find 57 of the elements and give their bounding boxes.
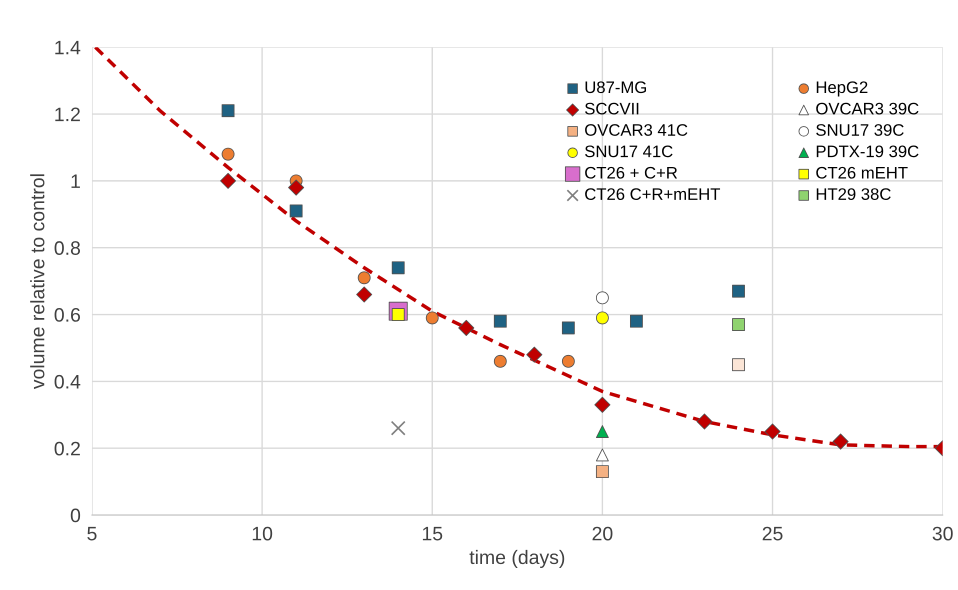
point xyxy=(764,423,781,440)
x-axis-title: time (days) xyxy=(470,550,564,568)
y-tick-label: 0.8 xyxy=(54,241,80,255)
legend-label: CT26 mEHT xyxy=(816,166,908,179)
point xyxy=(832,434,849,450)
point xyxy=(596,465,609,478)
point xyxy=(288,180,304,196)
legend-label: SNU17 39C xyxy=(816,124,904,136)
point xyxy=(596,311,609,324)
point xyxy=(358,271,371,284)
y-tick-label: 0.4 xyxy=(54,374,80,389)
point xyxy=(596,448,609,462)
point xyxy=(458,320,474,336)
point xyxy=(220,172,236,189)
point xyxy=(596,291,609,304)
point xyxy=(426,311,439,324)
x-tick-label: 15 xyxy=(422,526,442,540)
point xyxy=(630,314,643,328)
y-tick-label: 0.2 xyxy=(54,442,80,456)
point xyxy=(696,413,712,430)
legend-label: PDTX-19 39C xyxy=(816,145,919,158)
point xyxy=(562,354,575,368)
point xyxy=(222,104,235,118)
point xyxy=(392,261,405,274)
x-tick-label: 30 xyxy=(932,526,953,540)
x-tick-label: 25 xyxy=(762,526,783,540)
point xyxy=(732,358,745,372)
legend-label: SNU17 41C xyxy=(585,145,673,158)
point xyxy=(290,204,303,218)
point xyxy=(732,284,745,298)
x-tick-label: 5 xyxy=(87,526,97,540)
legend-label: U87-MG xyxy=(586,81,646,94)
point xyxy=(222,148,235,161)
x-tick-label: 10 xyxy=(252,526,272,540)
y-tick-label: 1 xyxy=(72,174,80,188)
point xyxy=(356,286,372,303)
y-tick-label: 0 xyxy=(70,508,80,522)
legend-label: CT26 + C+R xyxy=(585,166,678,179)
point xyxy=(562,321,575,334)
point xyxy=(390,420,406,436)
y-tick-label: 0.6 xyxy=(54,308,80,322)
y-tick-label: 1.4 xyxy=(55,40,80,54)
point xyxy=(494,314,507,328)
point xyxy=(732,318,745,332)
point xyxy=(594,396,610,413)
y-tick-label: 1.2 xyxy=(55,108,80,122)
legend-label: HepG2 xyxy=(816,81,868,96)
point xyxy=(494,354,507,368)
legend-label: HT29 38C xyxy=(816,188,891,200)
legend-label: OVCAR3 39C xyxy=(816,102,919,115)
point xyxy=(526,346,542,363)
legend-label: OVCAR3 41C xyxy=(585,124,688,136)
point xyxy=(596,425,609,438)
y-axis-title: volume relative to control xyxy=(30,174,44,390)
legend-label: CT26 C+R+mEHT xyxy=(585,188,720,200)
x-tick-label: 20 xyxy=(592,526,612,540)
legend-label: SCCVII xyxy=(585,102,638,115)
